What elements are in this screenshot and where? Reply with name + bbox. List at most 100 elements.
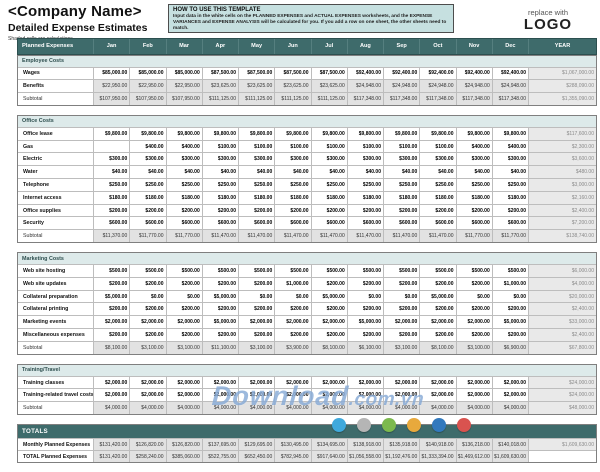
month-cell[interactable]: $250.00: [274, 178, 311, 191]
month-cell[interactable]: $200.00: [310, 203, 347, 217]
month-cell[interactable]: $2,000.00: [93, 375, 130, 389]
month-cell[interactable]: $200.00: [455, 276, 492, 290]
month-cell[interactable]: $2,000.00: [274, 315, 311, 329]
month-cell[interactable]: $40.00: [93, 165, 130, 179]
month-cell[interactable]: $250.00: [419, 178, 456, 191]
month-cell[interactable]: $100.00: [274, 139, 311, 153]
month-cell[interactable]: $300.00: [383, 152, 420, 166]
month-cell[interactable]: $500.00: [455, 264, 492, 277]
month-cell[interactable]: $200.00: [274, 302, 311, 316]
month-cell[interactable]: $2,000.00: [274, 388, 311, 402]
month-cell[interactable]: $200.00: [93, 328, 130, 341]
month-cell[interactable]: $0.00: [383, 289, 420, 303]
month-cell[interactable]: $2,000.00: [383, 388, 420, 402]
month-cell[interactable]: $200.00: [419, 328, 456, 341]
month-cell[interactable]: $5,000.00: [201, 289, 238, 303]
month-cell[interactable]: $180.00: [383, 190, 420, 204]
month-cell[interactable]: $2,000.00: [165, 375, 202, 389]
month-cell[interactable]: $9,800.00: [419, 126, 456, 140]
month-cell[interactable]: $200.00: [201, 328, 238, 341]
month-cell[interactable]: $200.00: [238, 328, 275, 341]
month-cell[interactable]: $2,000.00: [201, 375, 238, 389]
month-cell[interactable]: $2,000.00: [491, 388, 528, 402]
month-cell[interactable]: $600.00: [419, 216, 456, 230]
month-cell[interactable]: $9,800.00: [310, 126, 347, 140]
month-cell[interactable]: $0.00: [165, 289, 202, 303]
month-cell[interactable]: $600.00: [201, 216, 238, 230]
month-cell[interactable]: $200.00: [491, 328, 528, 341]
month-cell[interactable]: $2,000.00: [383, 375, 420, 389]
month-cell[interactable]: $500.00: [129, 264, 166, 277]
month-cell[interactable]: $500.00: [310, 264, 347, 277]
month-cell[interactable]: $2,000.00: [93, 388, 130, 402]
month-cell[interactable]: $9,800.00: [346, 126, 383, 140]
month-cell[interactable]: $200.00: [93, 276, 130, 290]
month-cell[interactable]: $2,000.00: [310, 315, 347, 329]
month-cell[interactable]: $180.00: [165, 190, 202, 204]
month-cell[interactable]: $40.00: [455, 165, 492, 179]
month-cell[interactable]: $200.00: [346, 276, 383, 290]
month-cell[interactable]: $1,000.00: [491, 276, 528, 290]
month-cell[interactable]: $2,000.00: [419, 315, 456, 329]
month-cell[interactable]: $2,000.00: [491, 375, 528, 389]
month-cell[interactable]: $87,500.00: [274, 66, 311, 80]
month-cell[interactable]: $200.00: [383, 328, 420, 341]
month-cell[interactable]: $2,000.00: [165, 388, 202, 402]
month-cell[interactable]: $180.00: [346, 190, 383, 204]
month-cell[interactable]: $600.00: [274, 216, 311, 230]
month-cell[interactable]: $2,000.00: [129, 388, 166, 402]
month-cell[interactable]: $200.00: [346, 328, 383, 341]
month-cell[interactable]: $100.00: [201, 139, 238, 153]
month-cell[interactable]: $9,800.00: [165, 126, 202, 140]
month-cell[interactable]: $180.00: [310, 190, 347, 204]
month-cell[interactable]: $5,000.00: [419, 289, 456, 303]
month-cell[interactable]: $2,000.00: [310, 375, 347, 389]
month-cell[interactable]: $9,800.00: [129, 126, 166, 140]
month-cell[interactable]: $2,000.00: [129, 375, 166, 389]
month-cell[interactable]: $400.00: [455, 139, 492, 153]
month-cell[interactable]: $100.00: [419, 139, 456, 153]
month-cell[interactable]: [93, 139, 130, 153]
month-cell[interactable]: $5,000.00: [346, 315, 383, 329]
month-cell[interactable]: $500.00: [346, 264, 383, 277]
month-cell[interactable]: $400.00: [129, 139, 166, 153]
month-cell[interactable]: $180.00: [93, 190, 130, 204]
month-cell[interactable]: $300.00: [491, 152, 528, 166]
month-cell[interactable]: $180.00: [274, 190, 311, 204]
month-cell[interactable]: $200.00: [274, 203, 311, 217]
month-cell[interactable]: $500.00: [165, 264, 202, 277]
month-cell[interactable]: $200.00: [383, 203, 420, 217]
month-cell[interactable]: $100.00: [346, 139, 383, 153]
month-cell[interactable]: $600.00: [165, 216, 202, 230]
month-cell[interactable]: $300.00: [419, 152, 456, 166]
month-cell[interactable]: $500.00: [419, 264, 456, 277]
month-cell[interactable]: $9,800.00: [491, 126, 528, 140]
month-cell[interactable]: $600.00: [455, 216, 492, 230]
month-cell[interactable]: $200.00: [346, 203, 383, 217]
month-cell[interactable]: $200.00: [491, 302, 528, 316]
month-cell[interactable]: $40.00: [491, 165, 528, 179]
month-cell[interactable]: $500.00: [93, 264, 130, 277]
month-cell[interactable]: $250.00: [201, 178, 238, 191]
month-cell[interactable]: $300.00: [455, 152, 492, 166]
month-cell[interactable]: $300.00: [129, 152, 166, 166]
month-cell[interactable]: $200.00: [455, 203, 492, 217]
month-cell[interactable]: $40.00: [310, 165, 347, 179]
month-cell[interactable]: $200.00: [455, 328, 492, 341]
month-cell[interactable]: $200.00: [93, 302, 130, 316]
month-cell[interactable]: $500.00: [491, 264, 528, 277]
month-cell[interactable]: $5,000.00: [201, 315, 238, 329]
month-cell[interactable]: $2,000.00: [238, 315, 275, 329]
month-cell[interactable]: $0.00: [129, 289, 166, 303]
month-cell[interactable]: $200.00: [310, 302, 347, 316]
month-cell[interactable]: $200.00: [455, 302, 492, 316]
month-cell[interactable]: $300.00: [238, 152, 275, 166]
month-cell[interactable]: $500.00: [383, 264, 420, 277]
month-cell[interactable]: $600.00: [238, 216, 275, 230]
month-cell[interactable]: $2,000.00: [93, 315, 130, 329]
month-cell[interactable]: $300.00: [310, 152, 347, 166]
month-cell[interactable]: $87,500.00: [310, 66, 347, 80]
month-cell[interactable]: $200.00: [419, 203, 456, 217]
month-cell[interactable]: $40.00: [201, 165, 238, 179]
month-cell[interactable]: $0.00: [346, 289, 383, 303]
